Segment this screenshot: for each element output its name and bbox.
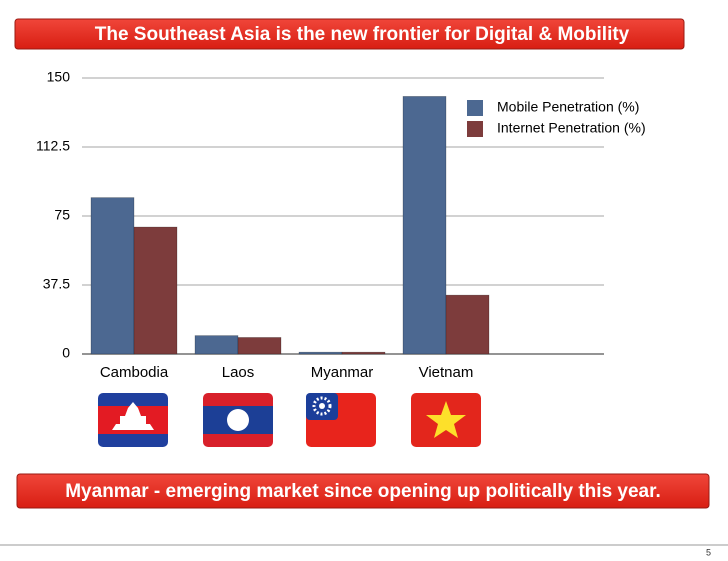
legend-label: Internet Penetration (%) bbox=[497, 120, 646, 136]
x-tick-label: Cambodia bbox=[100, 364, 169, 381]
bar bbox=[194, 335, 239, 355]
flag-cambodia bbox=[98, 393, 168, 447]
y-tick-label: 37.5 bbox=[43, 276, 70, 292]
annotation: Myanmar - emerging market since opening … bbox=[65, 481, 661, 502]
bar bbox=[90, 197, 135, 355]
y-tick-label: 150 bbox=[47, 69, 71, 85]
title-banner bbox=[14, 18, 685, 50]
flags bbox=[98, 393, 481, 447]
y-tick-label: 75 bbox=[54, 207, 70, 223]
x-tick-label: Myanmar bbox=[311, 364, 374, 381]
x-tick-label: Laos bbox=[222, 364, 255, 381]
page-number: 5 bbox=[706, 547, 711, 557]
bar bbox=[237, 337, 282, 355]
bar bbox=[445, 294, 490, 355]
y-tick-label: 112.5 bbox=[36, 138, 70, 154]
x-tick-label: Vietnam bbox=[419, 364, 474, 381]
legend-swatch bbox=[467, 100, 483, 116]
flag-myanmar bbox=[306, 393, 376, 447]
flag-vietnam bbox=[411, 393, 481, 447]
note-banner bbox=[16, 473, 710, 509]
bar bbox=[298, 351, 343, 355]
bar bbox=[341, 351, 386, 355]
y-tick-label: 0 bbox=[62, 345, 70, 361]
flag-laos bbox=[203, 393, 273, 447]
chart-title: The Southeast Asia is the new frontier f… bbox=[95, 24, 630, 45]
legend-swatch bbox=[467, 121, 483, 137]
bar bbox=[133, 226, 178, 355]
legend-label: Mobile Penetration (%) bbox=[497, 99, 639, 115]
bar bbox=[402, 96, 447, 355]
